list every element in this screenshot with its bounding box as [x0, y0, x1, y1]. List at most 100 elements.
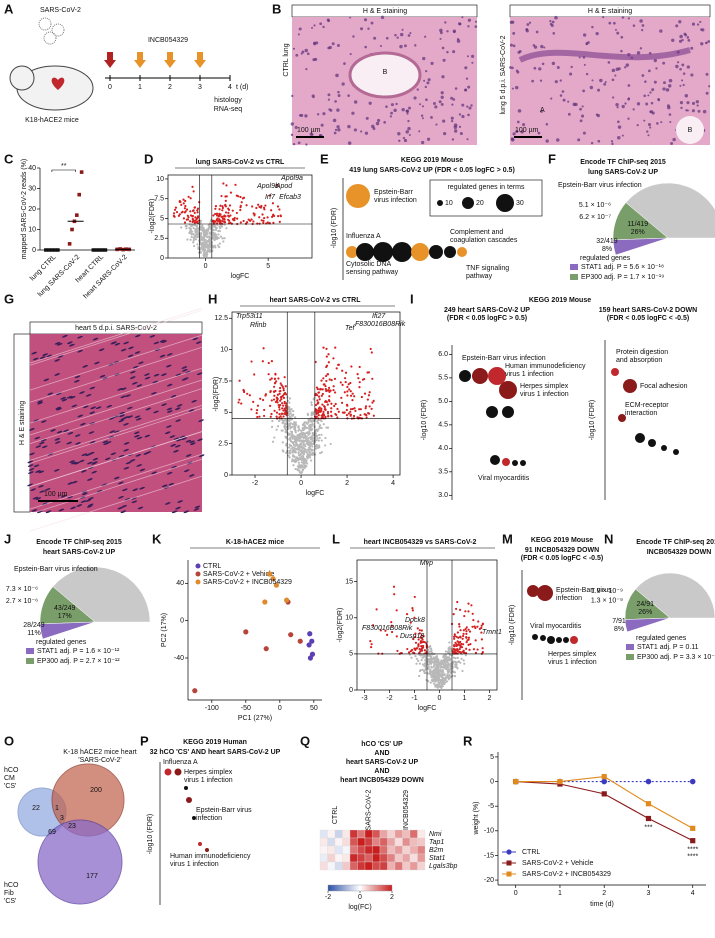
label: ***	[644, 824, 652, 831]
nucleus	[656, 122, 659, 125]
volcano-point	[273, 391, 275, 393]
nucleus	[407, 120, 409, 122]
pie-slice	[613, 238, 668, 255]
label: KEGG 2019 Mouse	[401, 157, 463, 164]
nucleus	[571, 66, 573, 68]
volcano-point	[262, 347, 264, 349]
nucleus	[442, 119, 445, 122]
nucleus	[620, 36, 623, 39]
volcano-point	[318, 396, 320, 398]
volcano-point	[245, 204, 247, 206]
label: Ifi27	[372, 313, 386, 320]
nucleus	[298, 33, 300, 35]
volcano-point	[259, 223, 261, 225]
nucleus	[669, 113, 672, 116]
label: virus 1 infection	[170, 861, 219, 868]
nucleus	[443, 132, 446, 135]
panel-letter: D	[144, 151, 153, 166]
volcano-point	[453, 636, 455, 638]
nucleus	[518, 109, 522, 113]
series-line	[516, 777, 693, 829]
volcano-point	[258, 416, 260, 418]
label: log(FC)	[348, 904, 371, 911]
volcano-point	[432, 674, 434, 676]
nucleus	[422, 105, 424, 107]
panel-letter: E	[320, 151, 329, 166]
volcano-point	[268, 362, 270, 364]
nucleus	[408, 107, 411, 110]
volcano-point	[277, 215, 279, 217]
volcano-point	[273, 386, 275, 388]
volcano-point	[278, 413, 280, 415]
data-point	[646, 801, 651, 806]
panel-letter: I	[410, 291, 414, 306]
nucleus	[651, 102, 654, 105]
nucleus	[408, 34, 411, 37]
volcano-point	[253, 213, 255, 215]
panel-letter: C	[4, 151, 14, 166]
volcano-point	[287, 406, 289, 408]
nucleus	[397, 132, 400, 135]
volcano-point	[321, 416, 323, 418]
label: 177	[86, 873, 98, 880]
volcano-point	[303, 433, 305, 435]
volcano-point	[304, 440, 306, 442]
nucleus	[335, 74, 339, 78]
nucleus	[603, 83, 606, 86]
volcano-point	[294, 468, 296, 470]
volcano-point	[279, 387, 281, 389]
heatmap-cell	[350, 838, 358, 846]
volcano-point	[203, 243, 205, 245]
volcano-point	[453, 648, 455, 650]
volcano-point	[459, 629, 461, 631]
volcano-point	[288, 450, 290, 452]
x-tick-label: 2	[488, 695, 492, 702]
nucleus	[648, 123, 651, 126]
y-tick-label: -20	[484, 877, 494, 884]
label: 28/249	[23, 622, 45, 629]
nucleus	[671, 39, 674, 42]
panel-letter: M	[502, 531, 513, 546]
volcano-point	[300, 464, 302, 466]
nucleus	[640, 47, 642, 49]
volcano-point	[350, 365, 352, 367]
volcano-point	[332, 357, 334, 359]
nucleus	[678, 20, 681, 23]
label: 69	[48, 829, 56, 836]
volcano-point	[321, 404, 323, 406]
volcano-point	[267, 221, 269, 223]
y-tick-label: 5	[160, 215, 164, 222]
nucleus	[365, 132, 368, 135]
y-tick-label: 0	[490, 778, 494, 785]
heatmap-cell	[320, 830, 328, 838]
volcano-point	[439, 669, 441, 671]
volcano-point	[274, 382, 276, 384]
volcano-point	[315, 411, 317, 413]
volcano-point	[341, 402, 343, 404]
volcano-point	[292, 464, 294, 466]
volcano-point	[353, 395, 355, 397]
heatmap-cell	[343, 862, 351, 870]
volcano-point	[463, 659, 465, 661]
label: SARS-CoV-2	[366, 789, 373, 830]
volcano-point	[368, 394, 370, 396]
volcano-point	[411, 607, 413, 609]
volcano-point	[316, 437, 318, 439]
nucleus	[680, 107, 682, 109]
volcano-point	[186, 208, 188, 210]
volcano-point	[302, 442, 304, 444]
volcano-point	[367, 412, 369, 414]
nucleus	[647, 134, 649, 136]
label: 0	[358, 894, 362, 901]
volcano-point	[216, 213, 218, 215]
label: Apol9a	[280, 175, 303, 182]
volcano-point	[256, 416, 258, 418]
label: Encode TF ChIP-seq 2015	[636, 539, 715, 546]
volcano-point	[431, 652, 433, 654]
volcano-point	[419, 662, 421, 664]
label: -log2(FDR)	[149, 199, 156, 234]
volcano-point	[283, 397, 285, 399]
heatmap-cell	[335, 862, 343, 870]
volcano-point	[302, 429, 304, 431]
volcano-point	[174, 209, 176, 211]
